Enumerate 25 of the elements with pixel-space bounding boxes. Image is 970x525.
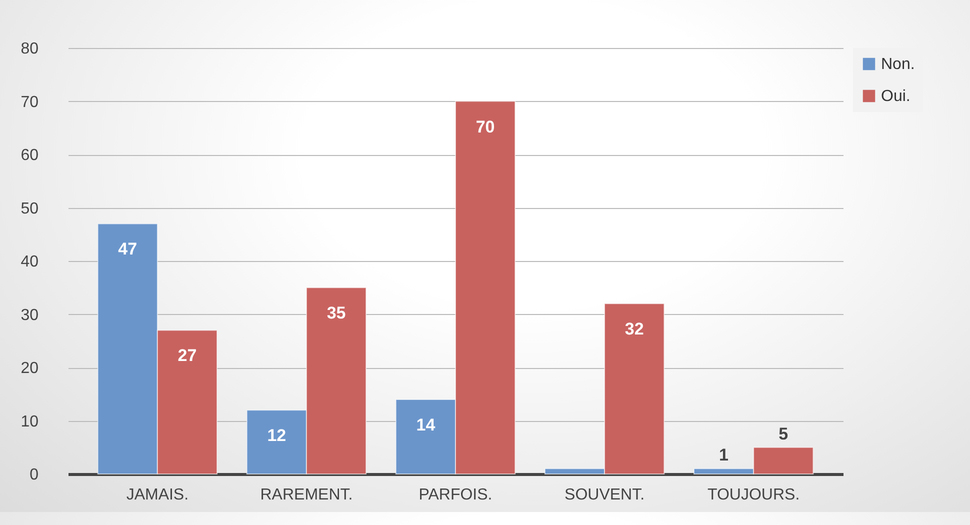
data-label: 12 xyxy=(267,426,286,446)
x-tick-label: RAREMENT. xyxy=(260,486,353,504)
y-tick-label: 40 xyxy=(20,254,39,270)
data-label: 5 xyxy=(778,424,788,444)
legend-label: Non. xyxy=(881,56,915,73)
data-label: 14 xyxy=(416,415,436,434)
y-tick-label: 30 xyxy=(20,306,39,324)
data-label: 35 xyxy=(326,304,346,323)
y-tick-label: 10 xyxy=(20,413,39,430)
x-tick-label: JAMAIS. xyxy=(126,486,189,504)
data-label: 1 xyxy=(719,446,729,465)
y-tick-label: 80 xyxy=(20,40,39,58)
x-tick-label: PARFOIS. xyxy=(418,486,492,504)
x-tick-label: SOUVENT. xyxy=(564,486,645,504)
data-label: 27 xyxy=(178,346,197,366)
y-tick-label: 60 xyxy=(20,147,39,164)
y-tick-label: 70 xyxy=(20,94,39,111)
x-tick-label: TOUJOURS. xyxy=(708,486,800,504)
data-label: 32 xyxy=(624,320,644,339)
legend-label: Oui. xyxy=(881,88,910,105)
data-label: 47 xyxy=(118,240,138,259)
y-tick-label: 50 xyxy=(20,200,39,218)
data-label: 70 xyxy=(476,117,495,136)
y-tick-label: 0 xyxy=(30,466,39,484)
y-tick-label: 20 xyxy=(20,360,39,377)
